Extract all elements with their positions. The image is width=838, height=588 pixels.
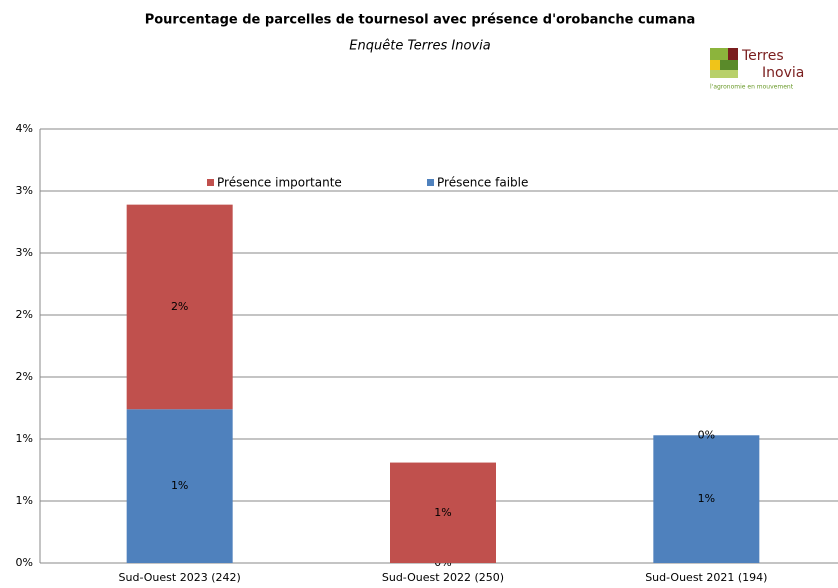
logo: Terres Inovia l'agronomie en mouvement xyxy=(710,48,804,91)
logo-text: Terres xyxy=(741,48,784,64)
logo-block xyxy=(710,48,728,60)
bar-segment xyxy=(126,204,233,410)
value-label: 1% xyxy=(434,506,451,519)
y-tick-label: 3% xyxy=(16,184,33,197)
x-tick-label: Sud-Ouest 2021 (194) xyxy=(645,571,767,584)
legend-swatch xyxy=(427,179,434,186)
chart-title: Pourcentage de parcelles de tournesol av… xyxy=(145,13,696,28)
chart-subtitle: Enquête Terres Inovia xyxy=(349,39,490,54)
y-tick-label: 3% xyxy=(16,246,33,259)
legend-swatch xyxy=(207,179,214,186)
value-label: 2% xyxy=(171,300,188,313)
legend-label: Présence faible xyxy=(437,176,528,190)
bar-segment xyxy=(126,409,233,563)
value-label: 0% xyxy=(698,428,715,441)
y-tick-label: 2% xyxy=(16,308,33,321)
y-tick-label: 2% xyxy=(16,370,33,383)
bar-segment xyxy=(390,462,496,563)
y-tick-label: 4% xyxy=(16,122,33,135)
logo-tagline: l'agronomie en mouvement xyxy=(710,84,794,91)
legend-label: Présence importante xyxy=(217,176,342,190)
logo-block xyxy=(710,60,720,70)
y-tick-label: 1% xyxy=(16,494,33,507)
logo-block xyxy=(720,60,738,70)
logo-block xyxy=(728,48,738,60)
logo-block xyxy=(710,70,738,78)
y-tick-label: 0% xyxy=(16,556,33,569)
value-label: 1% xyxy=(698,492,715,505)
x-tick-label: Sud-Ouest 2023 (242) xyxy=(119,571,241,584)
bar-segment xyxy=(653,435,760,563)
logo-text: Inovia xyxy=(762,65,804,81)
y-tick-label: 1% xyxy=(16,432,33,445)
x-tick-label: Sud-Ouest 2022 (250) xyxy=(382,571,504,584)
value-label: 1% xyxy=(171,479,188,492)
